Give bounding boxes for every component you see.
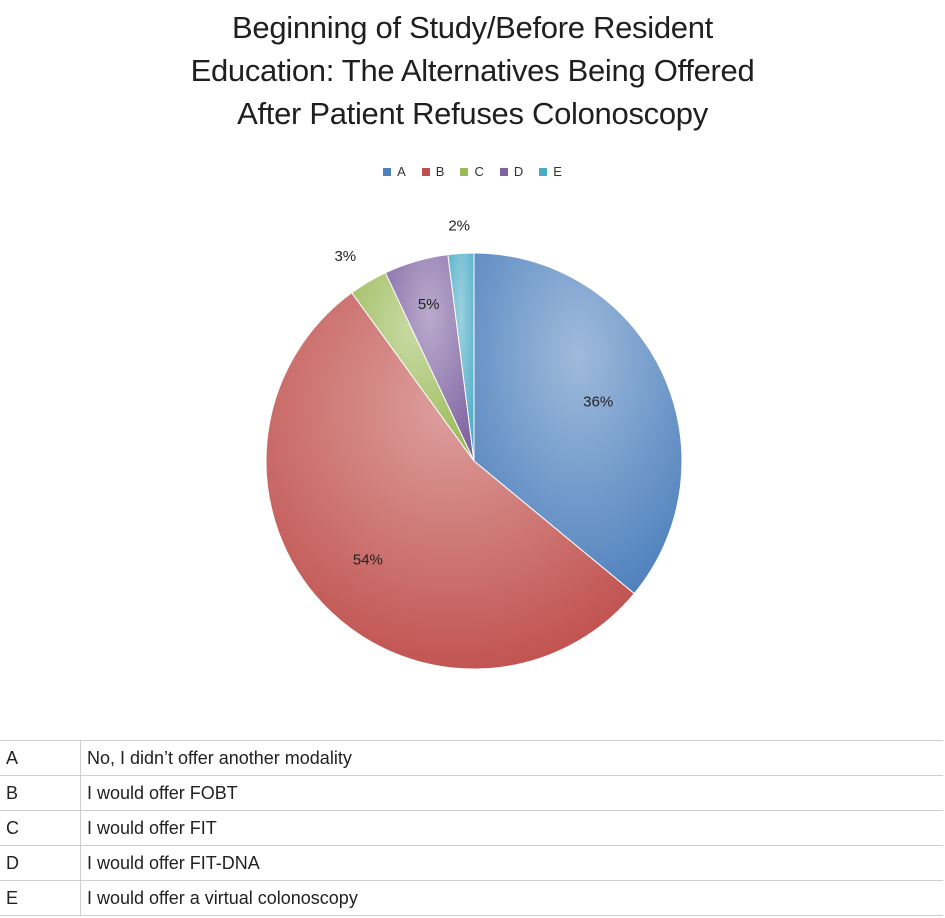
legend-label-e: E [553, 164, 562, 179]
table-row: E I would offer a virtual colonoscopy [0, 880, 943, 916]
legend-swatch-e [539, 167, 548, 176]
legend-swatch-b [421, 167, 430, 176]
legend-label-b: B [435, 164, 445, 179]
table-row: B I would offer FOBT [0, 775, 943, 811]
pie-slice-a [473, 252, 683, 595]
table-row: C I would offer FIT [0, 810, 943, 846]
pie-label-d: 5% [418, 296, 440, 313]
legend-swatch-c [460, 167, 469, 176]
key-code: D [0, 845, 81, 881]
pie-label-a: 36% [583, 393, 613, 410]
pie-label-c: 3% [334, 248, 356, 265]
key-description: No, I didn’t offer another modality [80, 740, 943, 776]
legend-item-c: C [460, 164, 484, 179]
pie-label-b: 54% [353, 552, 383, 569]
chart-title-line-2: Education: The Alternatives Being Offere… [190, 53, 755, 88]
legend-swatch-d [499, 167, 508, 176]
key-code: B [0, 775, 81, 811]
key-description: I would offer FIT [80, 810, 943, 846]
legend-item-e: E [539, 164, 562, 179]
pie-labels: 36% 54% 3% 5% 2% [334, 217, 613, 568]
legend-label-a: A [397, 164, 406, 179]
chart-title: Beginning of Study/Before Resident Educa… [0, 6, 945, 135]
pie-slice-b [265, 292, 635, 670]
legend-label-d: D [513, 164, 524, 179]
legend-item-a: A [383, 164, 406, 179]
table-row: D I would offer FIT-DNA [0, 845, 943, 881]
key-code: E [0, 880, 81, 916]
key-description: I would offer FOBT [80, 775, 943, 811]
legend-label-c: C [474, 164, 484, 179]
legend-item-b: B [421, 164, 445, 179]
table-row: A No, I didn’t offer another modality [0, 740, 943, 776]
chart-legend: A B C D E [0, 164, 945, 179]
pie-label-e: 2% [448, 217, 470, 234]
pie-chart: 36% 54% 3% 5% 2% [265, 217, 683, 670]
pie-slices [265, 252, 683, 670]
pie-slice-e [447, 252, 475, 462]
legend-swatch-a [383, 167, 392, 176]
legend-item-d: D [499, 164, 524, 179]
key-code: A [0, 740, 81, 776]
key-description: I would offer a virtual colonoscopy [80, 880, 943, 916]
chart-title-line-3: After Patient Refuses Colonoscopy [237, 96, 708, 131]
chart-title-line-1: Beginning of Study/Before Resident [232, 10, 713, 45]
key-description: I would offer FIT-DNA [80, 845, 943, 881]
key-table: A No, I didn’t offer another modality B … [0, 740, 943, 916]
key-code: C [0, 810, 81, 846]
